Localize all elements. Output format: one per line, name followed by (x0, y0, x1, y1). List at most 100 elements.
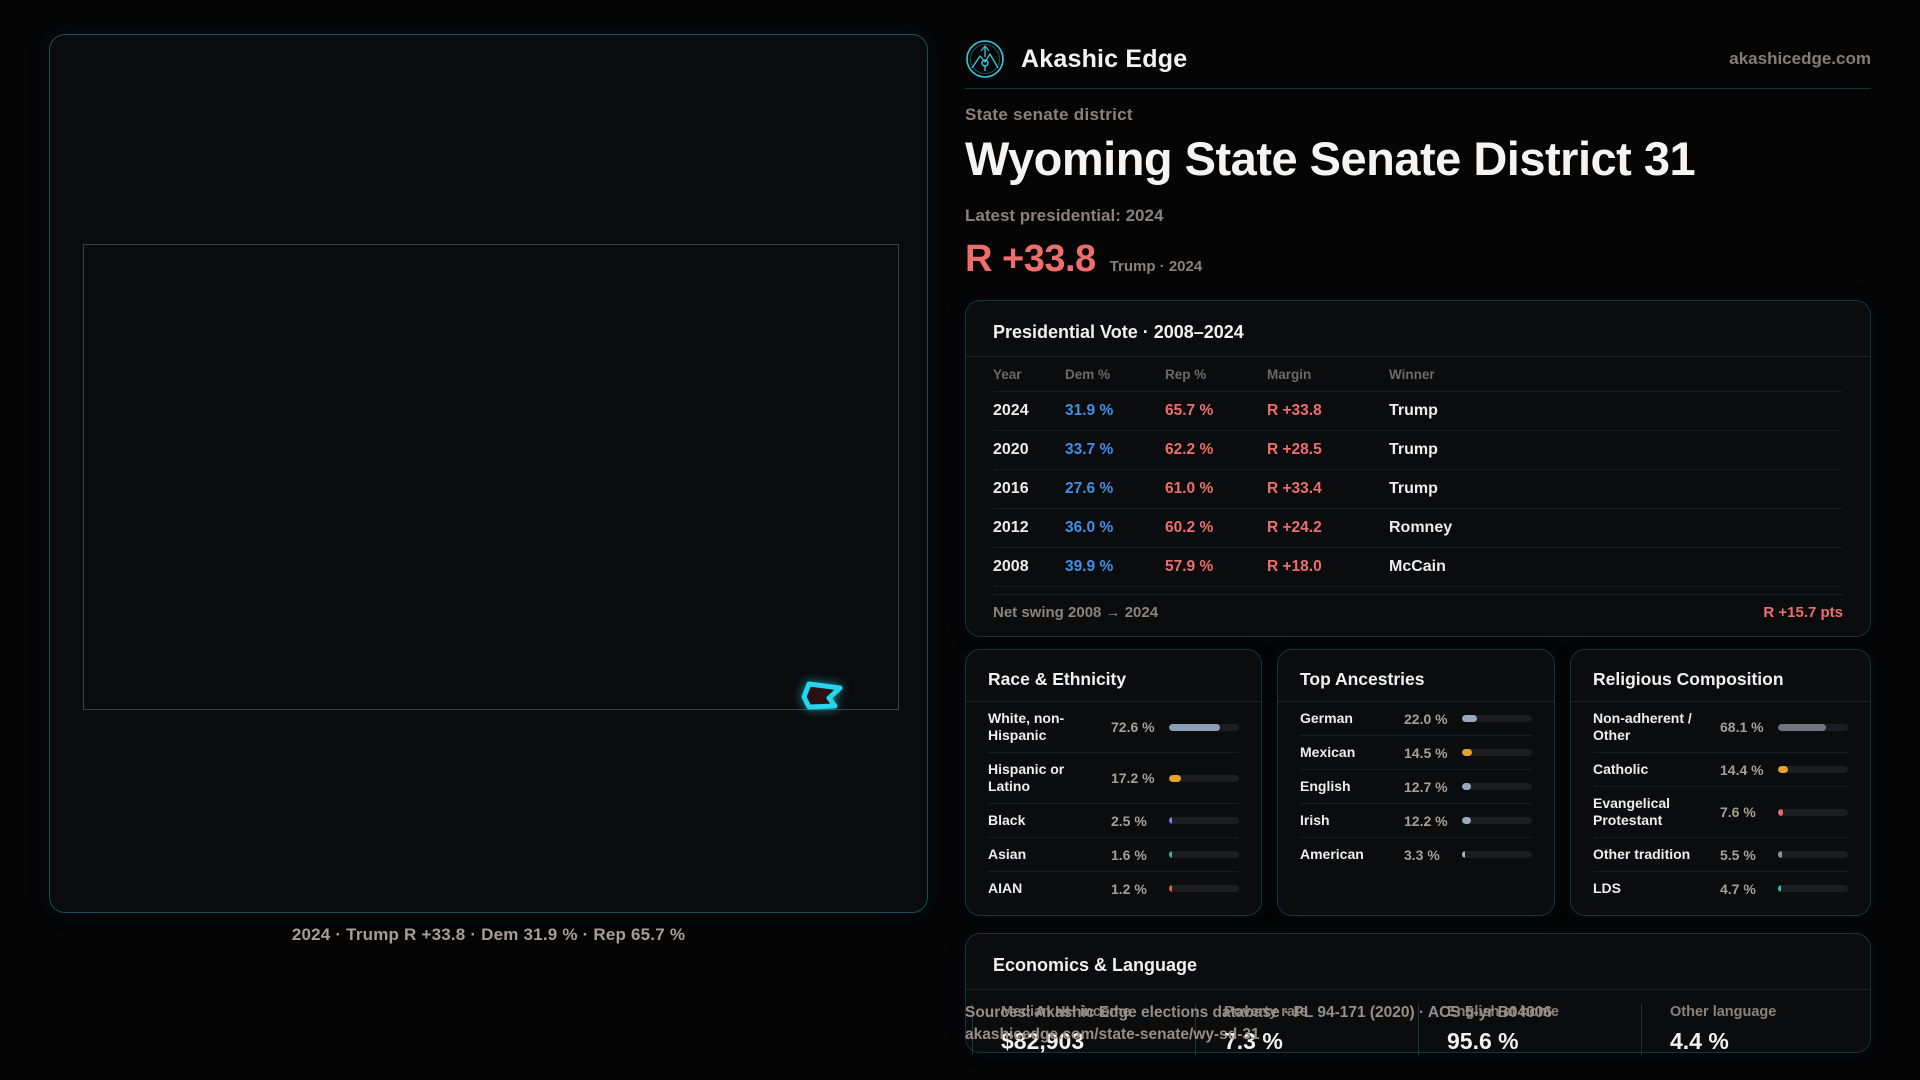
demographic-row: Mexican 14.5 % (1300, 736, 1532, 770)
demographic-row: Other tradition 5.5 % (1593, 838, 1848, 872)
vote-winner: Romney (1389, 519, 1453, 536)
demographic-row: German 22.0 % (1300, 702, 1532, 736)
religious-composition-rows: Non-adherent / Other 68.1 % Catholic 14.… (1571, 702, 1870, 905)
vote-margin: R +18.0 (1267, 558, 1322, 575)
demographic-value: 7.6 % (1720, 804, 1756, 820)
demographic-row: White, non-Hispanic 72.6 % (988, 702, 1239, 753)
economics-stat-value: 95.6 % (1447, 1028, 1519, 1054)
demographic-value: 17.2 % (1111, 770, 1155, 786)
district-map-panel (49, 34, 928, 913)
demographic-bar (1778, 885, 1848, 892)
vote-table-row: 2008 39.9 % 57.9 % R +18.0 McCain (993, 548, 1843, 587)
demographic-label: American (1300, 846, 1364, 862)
demographic-bar (1169, 723, 1239, 731)
demographic-label: AIAN (988, 880, 1023, 896)
demographic-bar (1778, 851, 1848, 858)
state-boundary-outline (83, 244, 899, 710)
demographic-label: Evangelical Protestant (1593, 795, 1671, 828)
vote-margin: R +24.2 (1267, 519, 1322, 536)
vote-year: 2012 (993, 519, 1029, 536)
demographic-bar-fill (1169, 817, 1172, 824)
demographic-row: Irish 12.2 % (1300, 804, 1532, 838)
header-divider (965, 88, 1871, 89)
demographic-row: Black 2.5 % (988, 804, 1239, 838)
demographic-label: Irish (1300, 812, 1330, 828)
vote-year: 2016 (993, 480, 1029, 497)
economics-stat: Poverty rate 7.3 % (1195, 1004, 1418, 1055)
demographic-label: Mexican (1300, 744, 1356, 760)
demographic-value: 2.5 % (1111, 812, 1147, 829)
top-ancestries-title: Top Ancestries (1278, 650, 1554, 702)
demographic-label: White, non-Hispanic (988, 710, 1065, 743)
vote-table: Year Dem % Rep % Margin Winner 2024 31.9 % 6… (966, 357, 1870, 621)
demographic-label: Catholic (1593, 761, 1649, 777)
demographic-value: 14.4 % (1720, 761, 1764, 778)
vote-dem-pct: 33.7 % (1065, 441, 1114, 458)
vote-dem-pct: 39.9 % (1065, 558, 1114, 575)
demographic-row: Hispanic or Latino 17.2 % (988, 753, 1239, 804)
vote-winner: Trump (1389, 480, 1438, 497)
demographic-value: 12.7 % (1404, 778, 1448, 795)
demographic-label: German (1300, 710, 1353, 726)
demographic-row: English 12.7 % (1300, 770, 1532, 804)
vote-dem-pct: 27.6 % (1065, 480, 1114, 497)
vote-margin: R +33.4 (1267, 480, 1322, 497)
demographic-bar-fill (1462, 817, 1471, 824)
demographic-bar-fill (1778, 723, 1826, 731)
demographic-label: Black (988, 812, 1026, 828)
demographic-value: 22.0 % (1404, 710, 1448, 727)
demographic-bar (1462, 715, 1532, 722)
demographic-label: Asian (988, 846, 1027, 862)
economics-stat: Other language 4.4 % (1641, 1004, 1864, 1055)
demographic-row: Asian 1.6 % (988, 838, 1239, 872)
demographic-label: English (1300, 778, 1351, 794)
demographic-value: 68.1 % (1720, 719, 1764, 735)
vote-year: 2024 (993, 402, 1029, 419)
economics-stat-value: $82,903 (1001, 1028, 1085, 1054)
demographic-row: American 3.3 % (1300, 838, 1532, 871)
demographic-label: Hispanic or Latino (988, 761, 1065, 794)
demographic-row: AIAN 1.2 % (988, 872, 1239, 905)
demographic-bar-fill (1169, 851, 1172, 858)
vote-table-row: 2016 27.6 % 61.0 % R +33.4 Trump (993, 470, 1843, 509)
district-highlight-shape (801, 681, 843, 710)
demographic-bar-fill (1778, 885, 1782, 892)
vote-rep-pct: 57.9 % (1165, 558, 1214, 575)
presidential-vote-card: Presidential Vote · 2008–2024 Year Dem % R… (965, 300, 1871, 637)
vote-table-row: 2012 36.0 % 60.2 % R +24.2 Romney (993, 509, 1843, 548)
vote-table-header: Year Dem % Rep % Margin Winner (993, 357, 1843, 392)
vote-column-header: Dem % (1065, 367, 1111, 382)
vote-rep-pct: 62.2 % (1165, 441, 1214, 458)
economics-stat: Median HH income $82,903 (972, 1004, 1195, 1055)
economics-title: Economics & Language (966, 934, 1870, 990)
demographic-bar (1169, 817, 1239, 824)
vote-margin: R +33.8 (1267, 402, 1322, 419)
demographic-bar-fill (1462, 749, 1473, 756)
net-swing-label: Net swing 2008 → 2024 (993, 604, 1159, 621)
demographic-bar (1778, 723, 1848, 731)
vote-year: 2008 (993, 558, 1029, 575)
latest-presidential-label: Latest presidential: 2024 (965, 206, 1164, 225)
race-ethnicity-title: Race & Ethnicity (966, 650, 1261, 702)
demographic-bar-fill (1778, 766, 1789, 773)
brand-site-url: akashicedge.com (1729, 49, 1871, 68)
demographic-row: Evangelical Protestant 7.6 % (1593, 787, 1848, 838)
demographic-bar (1462, 817, 1532, 824)
demographic-label: Non-adherent / Other (1593, 710, 1692, 743)
demographic-label: Other tradition (1593, 846, 1691, 862)
demographic-bar-fill (1462, 715, 1478, 722)
demographic-bar (1169, 885, 1239, 892)
demographic-bar-fill (1778, 808, 1784, 816)
vote-rep-pct: 60.2 % (1165, 519, 1214, 536)
net-swing-value: R +15.7 pts (1763, 604, 1843, 621)
demographic-value: 3.3 % (1404, 846, 1440, 863)
demographic-value: 4.7 % (1720, 880, 1756, 897)
brand-name: Akashic Edge (1021, 44, 1188, 73)
vote-winner: Trump (1389, 402, 1438, 419)
top-ancestries-card: Top Ancestries German 22.0 % Mexican 14.… (1277, 649, 1555, 916)
brand-header: Akashic Edge akashicedge.com (965, 36, 1871, 82)
margin-value: R +33.8 (965, 238, 1096, 280)
margin-context: Trump · 2024 (1109, 258, 1203, 275)
demographic-bar (1462, 783, 1532, 790)
religious-composition-card: Religious Composition Non-adherent / Oth… (1570, 649, 1871, 916)
